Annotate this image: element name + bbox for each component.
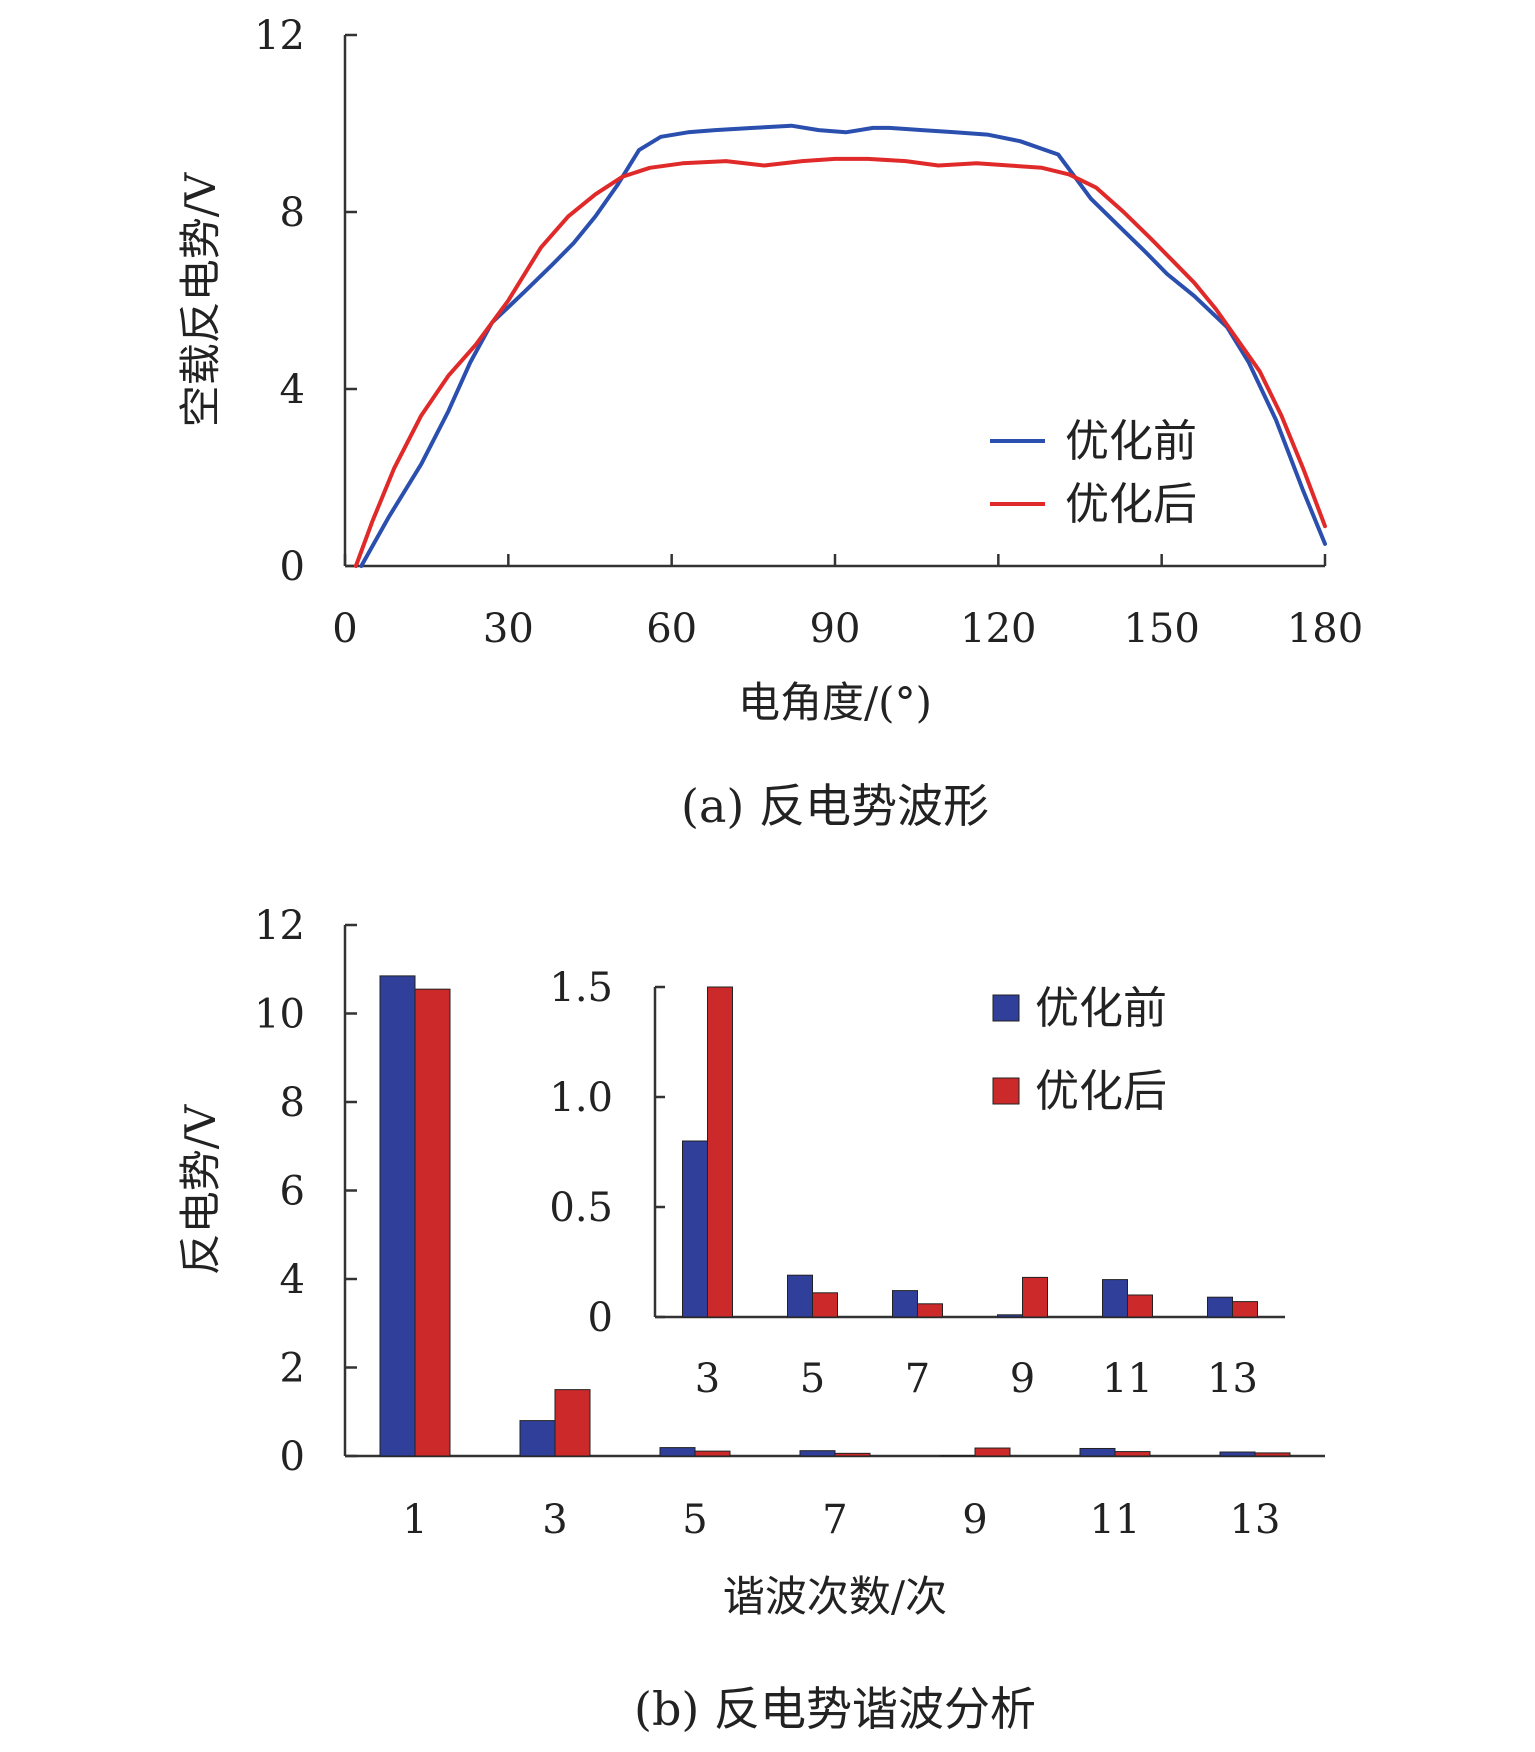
chart-b-caption: (b) 反电势谐波分析 [634, 1682, 1036, 1736]
inset-bar-after-h7 [917, 1303, 943, 1318]
x-tick-label: 1 [402, 1497, 427, 1543]
chart-a-x-ticks: 0 30 60 90 120 150 180 [332, 554, 1363, 652]
bar-after-h11 [1114, 1451, 1151, 1457]
x-tick-label: 9 [962, 1497, 987, 1543]
legend-a-label-before: 优化前 [1065, 416, 1197, 467]
bar-after-h7 [834, 1452, 871, 1457]
chart-b-x-axis-label: 谐波次数/次 [723, 1572, 947, 1621]
inset-bar-before-h5 [787, 1274, 813, 1318]
bar-after-h1 [414, 988, 451, 1457]
inset-y-tick-label: 1.0 [549, 1075, 613, 1121]
inset-x-tick-label: 5 [800, 1356, 825, 1402]
inset-y-ticks: 0 0.5 1.0 1.5 [549, 965, 665, 1341]
inset-bars [682, 986, 1258, 1318]
x-tick-label: 60 [646, 606, 697, 652]
bar-after-h3 [554, 1389, 591, 1457]
inset-x-tick-label: 11 [1102, 1356, 1153, 1402]
legend-a-label-after: 优化后 [1065, 479, 1197, 530]
y-tick-label: 4 [280, 367, 305, 413]
inset-y-tick-label: 0.5 [549, 1185, 613, 1231]
y-tick-label: 0 [280, 1434, 305, 1480]
inset-y-tick-label: 1.5 [549, 965, 613, 1011]
legend-b-label-before: 优化前 [1035, 983, 1167, 1034]
chart-a-series-lines [353, 123, 1327, 568]
inset-bar-before-h9 [997, 1314, 1023, 1318]
bar-before-h3 [519, 1420, 556, 1457]
chart-b-x-ticks: 1 3 5 7 9 11 13 [402, 1497, 1280, 1543]
series-line-before [359, 123, 1327, 568]
bar-after-h9 [974, 1447, 1011, 1457]
y-tick-label: 4 [280, 1257, 305, 1303]
x-tick-label: 180 [1287, 606, 1363, 652]
inset-x-tick-label: 9 [1010, 1356, 1035, 1402]
bar-before-h11 [1079, 1447, 1116, 1457]
inset-bar-after-h9 [1022, 1276, 1048, 1318]
chart-b-y-axis-label: 反电势/V [176, 1104, 225, 1275]
y-tick-label: 12 [254, 13, 305, 59]
x-tick-label: 11 [1090, 1497, 1141, 1543]
inset-bar-before-h13 [1207, 1296, 1233, 1318]
chart-a-x-axis-label: 电角度/(°) [738, 678, 932, 727]
chart-b-bars [379, 975, 1291, 1457]
inset-bar-before-h11 [1102, 1279, 1128, 1318]
emf-waveform-chart: 0 4 8 12 0 30 60 90 120 150 180 空载反电势/V 电角度/(°) (… [176, 13, 1363, 833]
inset-x-tick-label: 13 [1207, 1356, 1258, 1402]
legend-b-swatch-after [992, 1077, 1020, 1105]
y-tick-label: 6 [280, 1169, 305, 1215]
bar-before-h1 [379, 975, 416, 1457]
chart-b-y-ticks: 0 2 4 6 8 10 12 [254, 903, 357, 1480]
x-tick-label: 5 [682, 1497, 707, 1543]
x-tick-label: 30 [483, 606, 534, 652]
inset-x-tick-label: 7 [905, 1356, 930, 1402]
inset-x-tick-label: 3 [695, 1356, 720, 1402]
inset-bar-after-h3 [707, 986, 733, 1318]
inset-bar-after-h11 [1127, 1294, 1153, 1318]
chart-a-legend: 优化前 优化后 [990, 416, 1197, 530]
bar-before-h13 [1219, 1451, 1256, 1457]
inset-bar-after-h5 [812, 1292, 838, 1318]
bar-after-h13 [1254, 1452, 1291, 1457]
x-tick-label: 13 [1230, 1497, 1281, 1543]
y-tick-label: 0 [280, 544, 305, 590]
chart-a-y-axis-label: 空载反电势/V [176, 172, 225, 427]
inset-y-tick-label: 0 [588, 1295, 613, 1341]
inset-bar-chart: 0 0.5 1.0 1.5 3 5 7 9 11 13 [549, 965, 1290, 1402]
bar-after-h5 [694, 1450, 731, 1457]
chart-b-legend: 优化前 优化后 [992, 983, 1167, 1117]
x-tick-label: 0 [332, 606, 357, 652]
x-tick-label: 90 [810, 606, 861, 652]
x-tick-label: 120 [960, 606, 1036, 652]
x-tick-label: 7 [822, 1497, 847, 1543]
y-tick-label: 8 [280, 190, 305, 236]
chart-a-caption: (a) 反电势波形 [681, 779, 989, 833]
bar-before-h9 [939, 1455, 976, 1457]
y-tick-label: 12 [254, 903, 305, 949]
x-tick-label: 150 [1123, 606, 1199, 652]
bar-before-h7 [799, 1450, 836, 1457]
legend-b-label-after: 优化后 [1035, 1066, 1167, 1117]
chart-a-y-ticks: 0 4 8 12 [254, 13, 357, 590]
inset-bar-before-h7 [892, 1290, 918, 1318]
y-tick-label: 10 [254, 992, 305, 1038]
inset-bar-before-h3 [682, 1140, 708, 1318]
y-tick-label: 8 [280, 1080, 305, 1126]
series-line-after [353, 156, 1327, 568]
legend-b-swatch-before [992, 994, 1020, 1022]
y-tick-label: 2 [280, 1346, 305, 1392]
x-tick-label: 3 [542, 1497, 567, 1543]
bar-before-h5 [659, 1447, 696, 1457]
inset-bar-after-h13 [1232, 1301, 1258, 1318]
inset-x-ticks: 3 5 7 9 11 13 [695, 1356, 1258, 1402]
